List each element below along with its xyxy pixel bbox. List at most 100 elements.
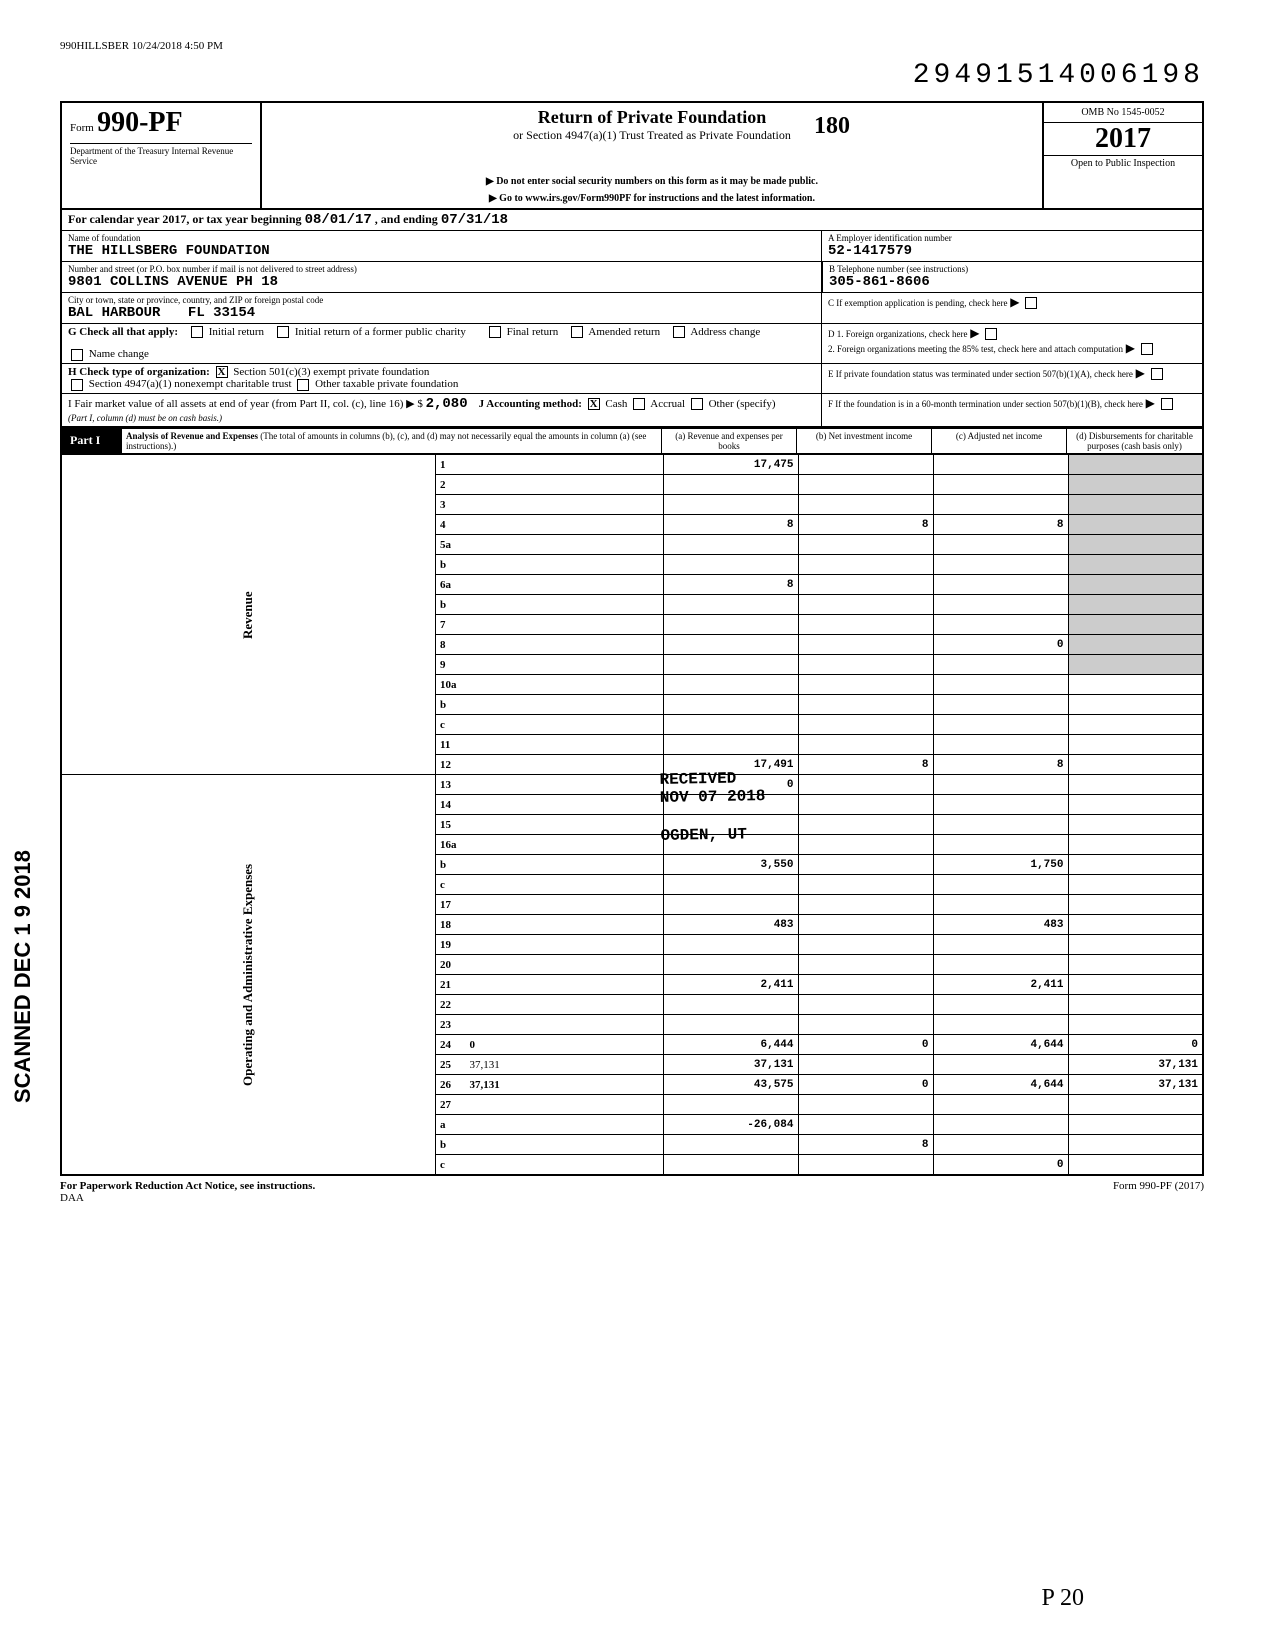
- line-num: 5a: [436, 535, 466, 555]
- c-checkbox[interactable]: [1025, 297, 1037, 309]
- f-checkbox[interactable]: [1161, 398, 1173, 410]
- ein-label: A Employer identification number: [828, 233, 1196, 243]
- col-b-val: [798, 675, 933, 695]
- g-amended-checkbox[interactable]: [571, 326, 583, 338]
- col-a-val: 8: [663, 515, 798, 535]
- line-desc: [466, 875, 663, 895]
- col-b-val: 0: [798, 1075, 933, 1095]
- g-initial-former-checkbox[interactable]: [277, 326, 289, 338]
- e-checkbox[interactable]: [1151, 368, 1163, 380]
- inspection-note: Open to Public Inspection: [1044, 156, 1202, 171]
- form-header: Form 990-PF Department of the Treasury I…: [60, 101, 1204, 208]
- line-desc: [466, 715, 663, 735]
- j-other-checkbox[interactable]: [691, 398, 703, 410]
- col-b-val: [798, 495, 933, 515]
- line-desc: [466, 935, 663, 955]
- line-desc: [466, 635, 663, 655]
- col-a-val: [663, 715, 798, 735]
- col-d-val: [1068, 1095, 1203, 1115]
- col-c-val: [933, 935, 1068, 955]
- col-b-val: [798, 1095, 933, 1115]
- col-c-val: [933, 455, 1068, 475]
- j-accrual-checkbox[interactable]: [633, 398, 645, 410]
- col-d-val: [1068, 955, 1203, 975]
- line-num: 10a: [436, 675, 466, 695]
- col-c-val: [933, 655, 1068, 675]
- line-desc: [466, 555, 663, 575]
- ein-value: 52-1417579: [828, 243, 1196, 259]
- col-b-val: [798, 935, 933, 955]
- col-b-val: [798, 715, 933, 735]
- line-desc: [466, 835, 663, 855]
- line-num: 17: [436, 895, 466, 915]
- col-d-val: [1068, 895, 1203, 915]
- col-b-val: 0: [798, 1035, 933, 1055]
- line-desc: [466, 575, 663, 595]
- col-a-val: [663, 1015, 798, 1035]
- line-num: 2: [436, 475, 466, 495]
- col-c-val: [933, 775, 1068, 795]
- col-c-val: [933, 795, 1068, 815]
- col-c-val: 8: [933, 515, 1068, 535]
- line-num: 7: [436, 615, 466, 635]
- col-b-val: [798, 555, 933, 575]
- i-value: 2,080: [426, 396, 468, 412]
- i-note: (Part I, column (d) must be on cash basi…: [68, 413, 222, 423]
- col-d-val: [1068, 1135, 1203, 1155]
- form-label: Form: [70, 122, 94, 134]
- col-d-val: [1068, 1115, 1203, 1135]
- col-d-val: [1068, 1155, 1203, 1175]
- col-c-val: [933, 815, 1068, 835]
- g-address-checkbox[interactable]: [673, 326, 685, 338]
- h-501c3-checkbox[interactable]: X: [216, 366, 228, 378]
- col-d-val: [1068, 755, 1203, 775]
- col-a-val: 37,131: [663, 1055, 798, 1075]
- line-desc: [466, 955, 663, 975]
- g-initial-checkbox[interactable]: [191, 326, 203, 338]
- line-desc: [466, 1095, 663, 1115]
- line-num: 3: [436, 495, 466, 515]
- col-c-val: [933, 735, 1068, 755]
- col-b-val: [798, 1055, 933, 1075]
- g-name-checkbox[interactable]: [71, 349, 83, 361]
- line-desc: [466, 995, 663, 1015]
- h-4947-checkbox[interactable]: [71, 379, 83, 391]
- line-desc: 37,131: [466, 1055, 663, 1075]
- j-cash-checkbox[interactable]: X: [588, 398, 600, 410]
- col-d-val: [1068, 455, 1203, 475]
- omb-number: OMB No 1545-0052: [1044, 103, 1202, 122]
- col-c-val: [933, 875, 1068, 895]
- name-label: Name of foundation: [68, 233, 815, 243]
- phone-value: 305-861-8606: [829, 274, 1196, 290]
- dept-line: Department of the Treasury Internal Reve…: [70, 143, 252, 166]
- col-a-val: [663, 675, 798, 695]
- address: 9801 COLLINS AVENUE PH 18: [68, 274, 815, 290]
- col-d-val: [1068, 815, 1203, 835]
- col-d-val: [1068, 655, 1203, 675]
- line-num: 12: [436, 755, 466, 775]
- g-final-checkbox[interactable]: [489, 326, 501, 338]
- col-d-val: [1068, 475, 1203, 495]
- col-b-val: [798, 695, 933, 715]
- h-other-checkbox[interactable]: [297, 379, 309, 391]
- state-zip: FL 33154: [188, 305, 255, 321]
- col-d-val: [1068, 735, 1203, 755]
- line-num: 14: [436, 795, 466, 815]
- g-label: G Check all that apply:: [68, 326, 178, 338]
- line-desc: [466, 855, 663, 875]
- col-b-val: [798, 1155, 933, 1175]
- col-b-val: [798, 655, 933, 675]
- col-d-val: [1068, 615, 1203, 635]
- col-d-val: [1068, 595, 1203, 615]
- revenue-side-label: Revenue: [61, 455, 436, 775]
- line-desc: [466, 1115, 663, 1135]
- line-num: 24: [436, 1035, 466, 1055]
- line-desc: [466, 1135, 663, 1155]
- col-b-val: [798, 1115, 933, 1135]
- col-d-head: (d) Disbursements for charitable purpose…: [1067, 429, 1202, 453]
- d2-checkbox[interactable]: [1141, 343, 1153, 355]
- d1-checkbox[interactable]: [985, 328, 997, 340]
- col-a-val: [663, 735, 798, 755]
- form-title: Return of Private Foundation: [266, 107, 1038, 128]
- line-desc: [466, 915, 663, 935]
